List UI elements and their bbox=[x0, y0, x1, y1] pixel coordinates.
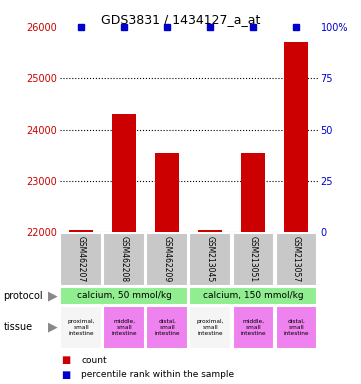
Text: ▶: ▶ bbox=[48, 289, 57, 302]
Text: GSM213051: GSM213051 bbox=[249, 236, 258, 282]
Bar bbox=[241, 153, 265, 232]
Bar bbox=[60, 233, 102, 286]
Bar bbox=[190, 233, 231, 286]
Text: percentile rank within the sample: percentile rank within the sample bbox=[81, 370, 234, 379]
Text: GSM213045: GSM213045 bbox=[206, 236, 215, 282]
Bar bbox=[147, 306, 188, 349]
Bar bbox=[232, 306, 274, 349]
Text: GDS3831 / 1434127_a_at: GDS3831 / 1434127_a_at bbox=[101, 13, 260, 26]
Bar bbox=[190, 287, 317, 305]
Text: ■: ■ bbox=[61, 355, 71, 365]
Bar bbox=[60, 287, 188, 305]
Text: middle,
small
intestine: middle, small intestine bbox=[111, 319, 137, 336]
Text: GSM462209: GSM462209 bbox=[162, 236, 171, 282]
Text: GSM462207: GSM462207 bbox=[77, 236, 86, 282]
Text: distal,
small
intestine: distal, small intestine bbox=[154, 319, 180, 336]
Bar bbox=[284, 42, 308, 232]
Bar bbox=[104, 306, 145, 349]
Bar bbox=[275, 306, 317, 349]
Bar bbox=[190, 306, 231, 349]
Bar bbox=[232, 233, 274, 286]
Text: ■: ■ bbox=[61, 370, 71, 380]
Text: calcium, 50 mmol/kg: calcium, 50 mmol/kg bbox=[77, 291, 171, 300]
Bar bbox=[198, 230, 222, 232]
Text: calcium, 150 mmol/kg: calcium, 150 mmol/kg bbox=[203, 291, 304, 300]
Text: count: count bbox=[81, 356, 107, 365]
Bar bbox=[147, 233, 188, 286]
Bar bbox=[104, 233, 145, 286]
Bar bbox=[69, 230, 93, 232]
Bar bbox=[60, 306, 102, 349]
Text: ▶: ▶ bbox=[48, 321, 57, 334]
Bar bbox=[112, 114, 136, 232]
Text: GSM462208: GSM462208 bbox=[119, 236, 129, 282]
Text: middle,
small
intestine: middle, small intestine bbox=[240, 319, 266, 336]
Text: distal,
small
intestine: distal, small intestine bbox=[283, 319, 309, 336]
Bar bbox=[275, 233, 317, 286]
Text: tissue: tissue bbox=[4, 322, 33, 332]
Text: GSM213057: GSM213057 bbox=[292, 236, 301, 282]
Text: proximal,
small
intestine: proximal, small intestine bbox=[67, 319, 95, 336]
Bar bbox=[155, 153, 179, 232]
Text: protocol: protocol bbox=[4, 291, 43, 301]
Text: proximal,
small
intestine: proximal, small intestine bbox=[196, 319, 224, 336]
